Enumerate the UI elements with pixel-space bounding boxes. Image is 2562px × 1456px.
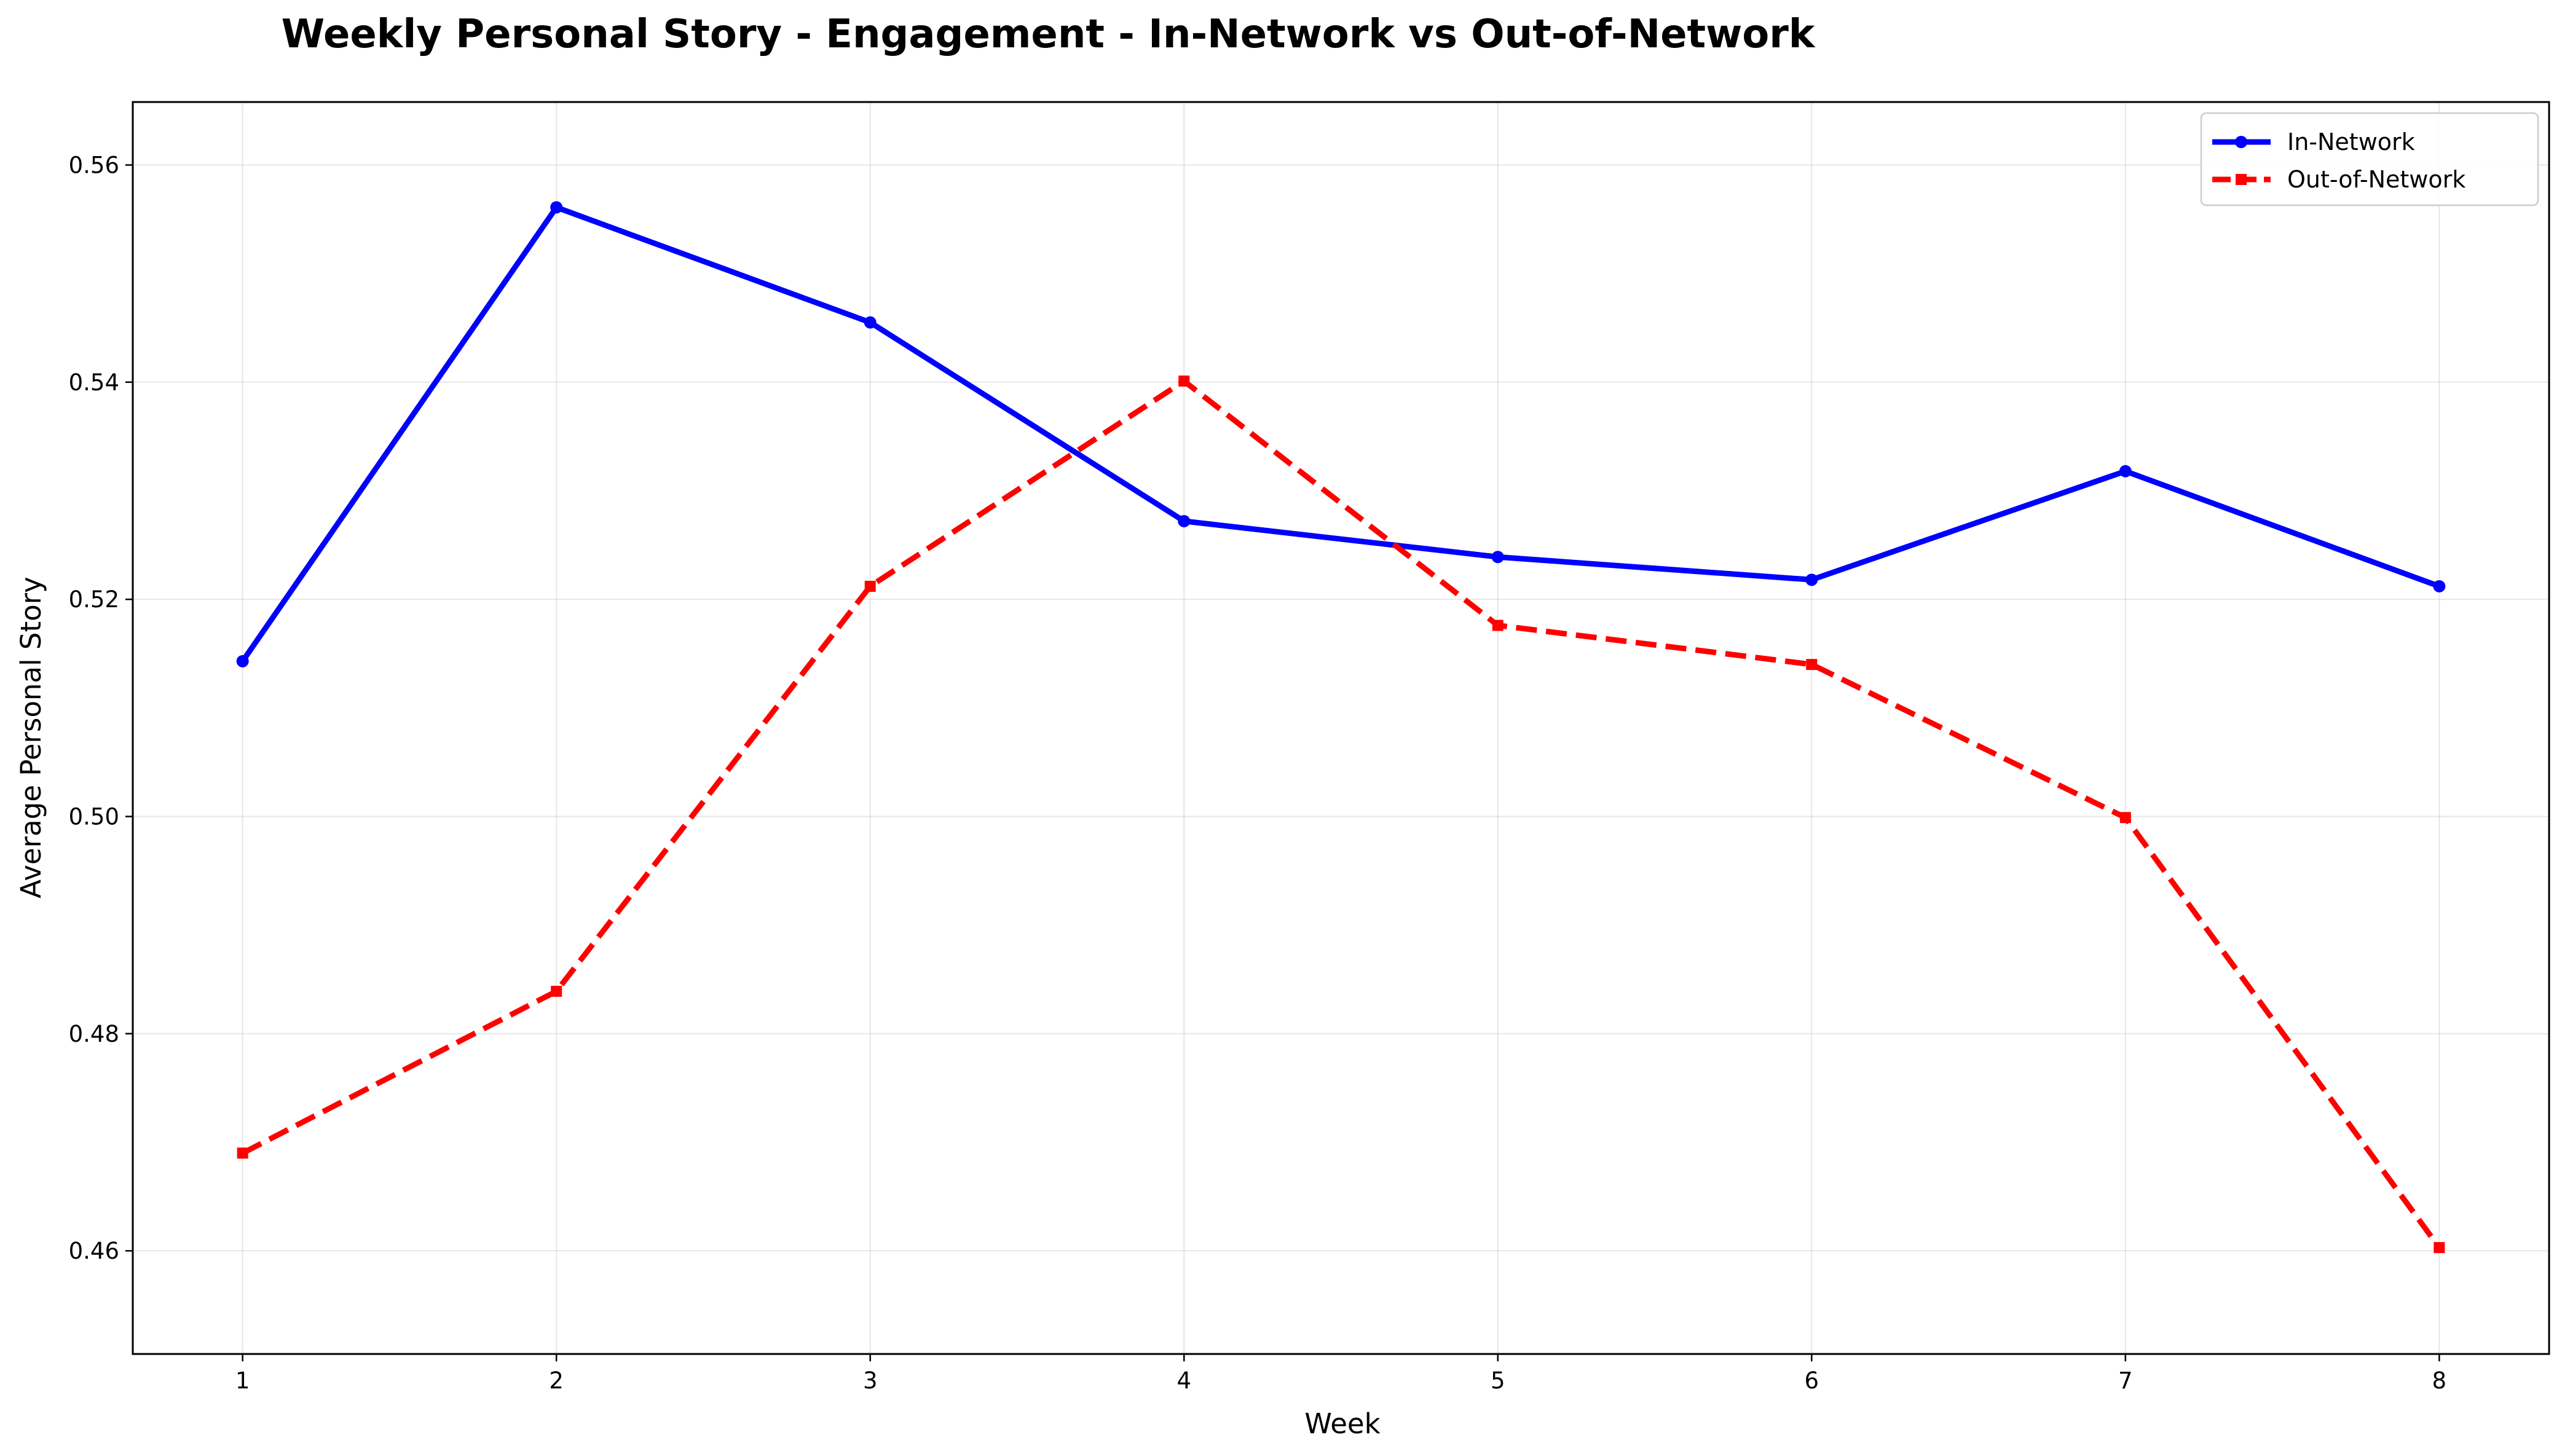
series-out-of-network xyxy=(237,376,2445,1253)
y-tick-label: 0.48 xyxy=(69,1021,119,1047)
legend: In-Network Out-of-Network xyxy=(2200,112,2539,207)
data-point xyxy=(1492,620,1504,631)
data-point xyxy=(1178,376,1190,387)
chart-title: Weekly Personal Story - Engagement - In-… xyxy=(282,12,1816,57)
legend-marker xyxy=(2235,136,2247,148)
data-point xyxy=(864,580,876,592)
grid xyxy=(133,102,2549,1354)
data-point xyxy=(551,985,562,997)
data-point xyxy=(237,1147,248,1159)
x-tick-label: 2 xyxy=(549,1367,564,1394)
legend-item: Out-of-Network xyxy=(2212,166,2465,193)
x-tick-label: 6 xyxy=(1805,1367,1819,1394)
series-line xyxy=(240,204,2440,663)
legend-label: Out-of-Network xyxy=(2287,166,2465,193)
data-point xyxy=(1806,659,1818,671)
data-point xyxy=(2433,580,2446,592)
x-tick-label: 1 xyxy=(235,1367,250,1394)
series-in-network xyxy=(236,201,2446,667)
data-point xyxy=(2434,1242,2445,1253)
data-point xyxy=(2119,465,2132,478)
axis-ticks: 1 2 3 4 5 6 7 8 0.46 0.48 0.50 0.52 0.54 0.56 xyxy=(69,152,2446,1394)
legend-item: In-Network xyxy=(2212,128,2415,155)
legend-marker xyxy=(2236,174,2247,185)
y-tick-label: 0.56 xyxy=(69,152,119,178)
series-line xyxy=(241,378,2442,1249)
data-point xyxy=(2119,812,2131,824)
y-tick-label: 0.54 xyxy=(69,369,119,396)
y-axis-label: Average Personal Story xyxy=(15,576,47,899)
x-tick-label: 5 xyxy=(1491,1367,1505,1394)
data-point xyxy=(1178,514,1191,527)
x-tick-label: 4 xyxy=(1177,1367,1191,1394)
data-point xyxy=(864,316,877,329)
x-axis-label: Week xyxy=(1304,1407,1380,1440)
data-point xyxy=(550,201,563,214)
y-tick-label: 0.46 xyxy=(69,1238,119,1264)
data-point xyxy=(236,655,249,667)
x-tick-label: 8 xyxy=(2432,1367,2447,1394)
x-tick-label: 7 xyxy=(2118,1367,2133,1394)
data-point xyxy=(1491,551,1504,564)
legend-label: In-Network xyxy=(2287,128,2415,155)
legend-box xyxy=(2200,112,2539,207)
series-layer xyxy=(236,201,2446,1253)
plot-frame xyxy=(132,101,2550,1355)
y-tick-label: 0.50 xyxy=(69,803,119,830)
data-point xyxy=(1805,573,1818,586)
y-tick-label: 0.52 xyxy=(69,586,119,613)
x-tick-label: 3 xyxy=(863,1367,878,1394)
